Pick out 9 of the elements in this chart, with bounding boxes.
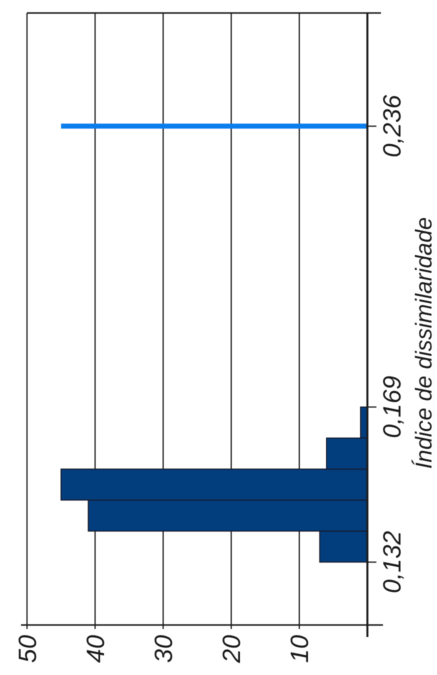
x-tick-label: 10 (286, 634, 314, 663)
x-tick-label: 20 (218, 634, 246, 664)
x-tick-label: 40 (82, 634, 110, 663)
x-tick-label: 30 (150, 634, 178, 663)
y-tick-label: 0,236 (378, 94, 406, 158)
x-tick-label: 50 (14, 634, 42, 663)
y-tick-label: 0,169 (378, 376, 406, 438)
y-axis-title: Índice de dissimilaridade (410, 217, 436, 469)
y-tick-label: 0,132 (378, 530, 406, 594)
